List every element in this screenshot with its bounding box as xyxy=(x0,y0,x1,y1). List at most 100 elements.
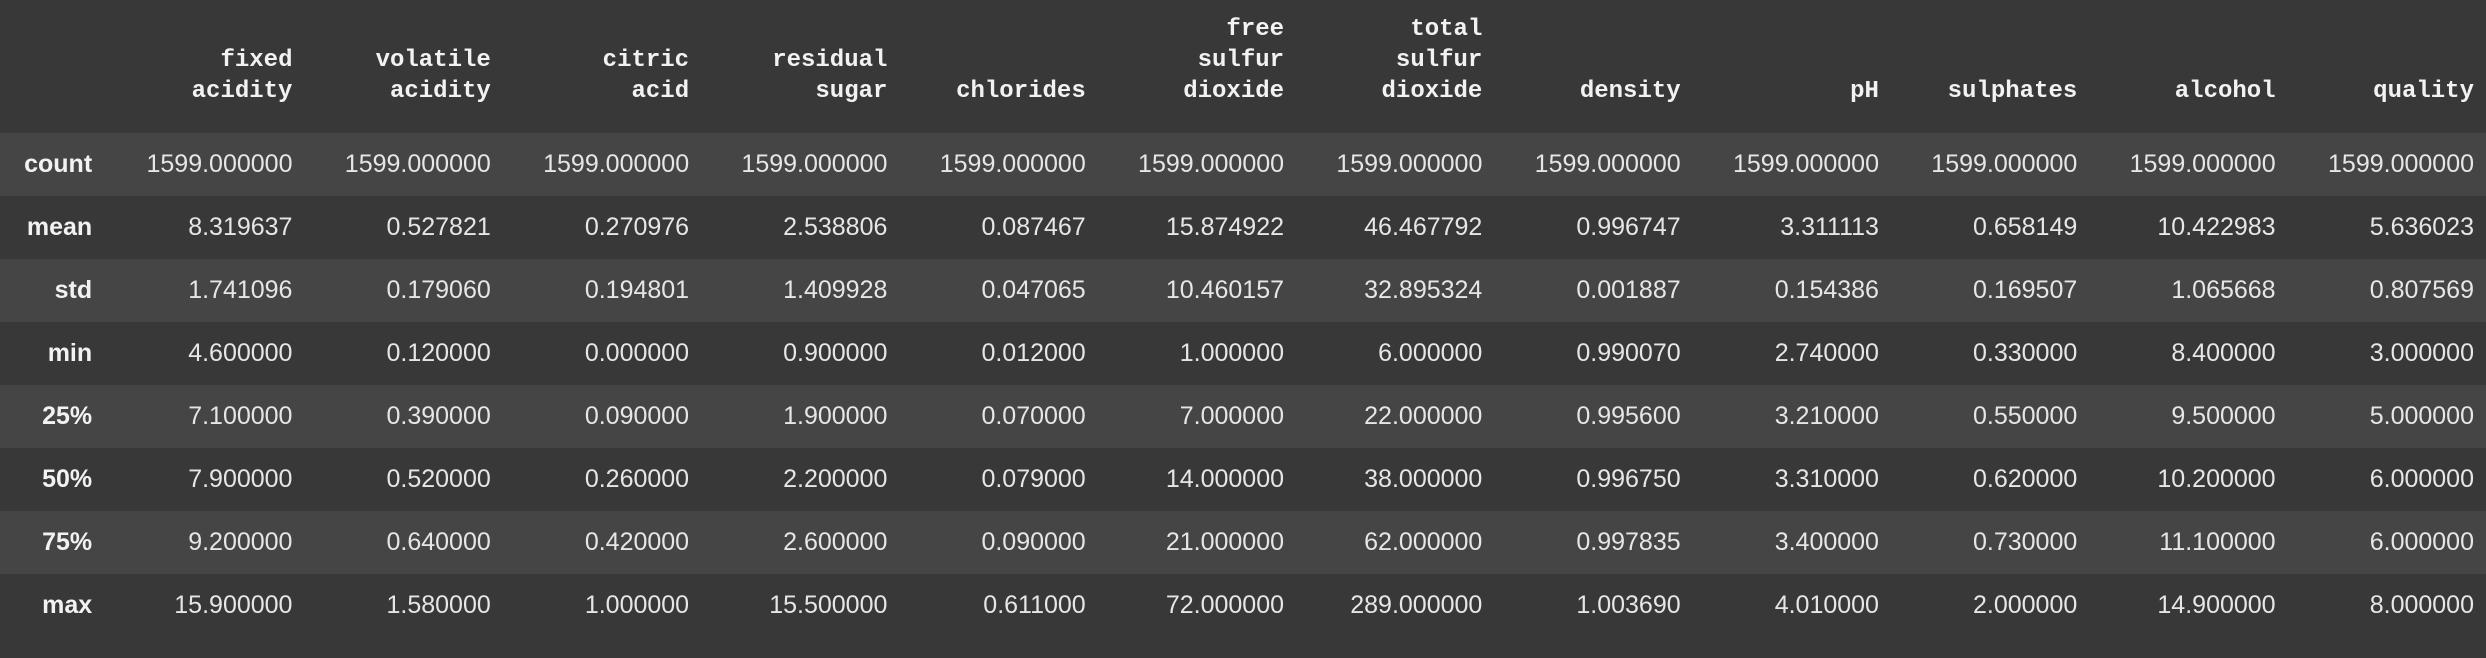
table-header: fixed acidity volatile acidity citric acid res… xyxy=(0,10,2486,133)
column-header-line: pH xyxy=(1850,78,1879,105)
table-cell: 0.179060 xyxy=(386,276,491,304)
table-cell: 0.001887 xyxy=(1576,276,1681,304)
row-label: std xyxy=(54,276,93,304)
table-cell: 7.900000 xyxy=(188,465,293,493)
table-row: std 1.741096 0.179060 0.194801 1.409928 0.047… xyxy=(0,259,2486,322)
table-cell: 2.600000 xyxy=(783,528,888,556)
table-cell: 8.400000 xyxy=(2171,339,2276,367)
table-cell: 1599.000000 xyxy=(1138,150,1285,178)
table-cell: 0.997835 xyxy=(1576,528,1681,556)
column-header-line: sulfur xyxy=(1395,47,1483,74)
table-cell: 1.900000 xyxy=(783,402,888,430)
row-label: max xyxy=(42,591,93,619)
table-cell: 0.995600 xyxy=(1576,402,1681,430)
row-label: min xyxy=(47,339,93,367)
column-header-line: acidity xyxy=(389,78,491,105)
column-header: residual sugar xyxy=(701,10,899,133)
describe-table: fixed acidity volatile acidity citric acid res… xyxy=(0,10,2486,637)
table-cell: 0.990070 xyxy=(1576,339,1681,367)
table-cell: 0.047065 xyxy=(981,276,1086,304)
column-header-line: acidity xyxy=(191,78,293,105)
table-cell: 1599.000000 xyxy=(2129,150,2276,178)
table-cell: 0.996750 xyxy=(1576,465,1681,493)
column-header-line: sulfur xyxy=(1197,47,1285,74)
table-cell: 3.210000 xyxy=(1774,402,1879,430)
table-cell: 14.000000 xyxy=(1165,465,1285,493)
table-cell: 3.311113 xyxy=(1780,213,1879,241)
table-cell: 1.409928 xyxy=(783,276,888,304)
table-row: 25% 7.100000 0.390000 0.090000 1.900000 0.070… xyxy=(0,385,2486,448)
table-cell: 6.000000 xyxy=(2369,465,2474,493)
table-cell: 1599.000000 xyxy=(1336,150,1483,178)
column-header: fixed acidity xyxy=(106,10,304,133)
column-header: total sulfur dioxide xyxy=(1296,10,1494,133)
column-header-line: citric xyxy=(602,47,690,74)
index-header xyxy=(0,10,106,133)
column-header: sulphates xyxy=(1891,10,2089,133)
column-header-line: residual xyxy=(772,47,888,74)
table-cell: 62.000000 xyxy=(1364,528,1483,556)
table-cell: 10.460157 xyxy=(1165,276,1285,304)
column-header-line: total xyxy=(1410,16,1483,43)
row-label: mean xyxy=(26,213,93,241)
table-cell: 0.169507 xyxy=(1973,276,2078,304)
table-cell: 0.090000 xyxy=(584,402,690,430)
table-row: 50% 7.900000 0.520000 0.260000 2.200000 0.079… xyxy=(0,448,2486,511)
table-row: 75% 9.200000 0.640000 0.420000 2.600000 0.090… xyxy=(0,511,2486,574)
table-cell: 7.100000 xyxy=(188,402,293,430)
table-cell: 15.500000 xyxy=(769,591,888,619)
table-cell: 0.640000 xyxy=(386,528,491,556)
column-header: free sulfur dioxide xyxy=(1098,10,1296,133)
column-header: volatile acidity xyxy=(304,10,502,133)
table-cell: 2.740000 xyxy=(1774,339,1879,367)
table-cell: 15.900000 xyxy=(174,591,293,619)
table-row: mean 8.319637 0.527821 0.270976 2.538806 0.08… xyxy=(0,196,2486,259)
column-header: chlorides xyxy=(899,10,1097,133)
table-cell: 15.874922 xyxy=(1165,213,1285,241)
table-cell: 1599.000000 xyxy=(1534,150,1681,178)
column-header-line: chlorides xyxy=(956,78,1086,105)
table-cell: 9.500000 xyxy=(2171,402,2276,430)
column-header-line: free xyxy=(1226,16,1285,43)
table-cell: 0.330000 xyxy=(1973,339,2078,367)
column-header-line: density xyxy=(1579,78,1681,105)
table-cell: 0.194801 xyxy=(584,276,690,304)
table-cell: 1599.000000 xyxy=(344,150,491,178)
table-cell: 10.422983 xyxy=(2157,213,2276,241)
table-cell: 2.000000 xyxy=(1973,591,2078,619)
table-row: count 1599.000000 1599.000000 1599.000000 15… xyxy=(0,133,2486,196)
table-cell: 11.100000 xyxy=(2159,528,2276,556)
table-cell: 3.310000 xyxy=(1774,465,1879,493)
table-cell: 0.611000 xyxy=(983,591,1086,619)
table-cell: 0.420000 xyxy=(584,528,690,556)
table-cell: 0.520000 xyxy=(386,465,491,493)
table-cell: 32.895324 xyxy=(1364,276,1483,304)
header-row: fixed acidity volatile acidity citric acid res… xyxy=(0,10,2486,133)
table-cell: 2.538806 xyxy=(783,213,888,241)
table-cell: 1.003690 xyxy=(1576,591,1681,619)
table-row: max 15.900000 1.580000 1.000000 15.500000 0.6… xyxy=(0,574,2486,637)
table-cell: 4.010000 xyxy=(1774,591,1879,619)
column-header-line: dioxide xyxy=(1183,78,1285,105)
table-cell: 1599.000000 xyxy=(2328,150,2474,178)
table-cell: 6.000000 xyxy=(2369,528,2474,556)
table-cell: 9.200000 xyxy=(188,528,293,556)
table-cell: 0.087467 xyxy=(981,213,1086,241)
table-cell: 0.527821 xyxy=(386,213,491,241)
table-cell: 1599.000000 xyxy=(146,150,293,178)
table-cell: 4.600000 xyxy=(188,339,293,367)
table-cell: 1.580000 xyxy=(386,591,491,619)
table-cell: 22.000000 xyxy=(1364,402,1483,430)
row-label: 50% xyxy=(42,465,93,493)
table-cell: 0.070000 xyxy=(981,402,1086,430)
column-header: alcohol xyxy=(2089,10,2287,133)
row-label: 25% xyxy=(42,402,93,430)
row-label: 75% xyxy=(42,528,93,556)
table-cell: 6.000000 xyxy=(1378,339,1483,367)
table-cell: 1.065668 xyxy=(2171,276,2276,304)
column-header-line: sulphates xyxy=(1947,78,2078,105)
table-cell: 2.200000 xyxy=(783,465,888,493)
column-header-line: volatile xyxy=(375,47,491,74)
column-header-line: fixed xyxy=(220,47,293,74)
